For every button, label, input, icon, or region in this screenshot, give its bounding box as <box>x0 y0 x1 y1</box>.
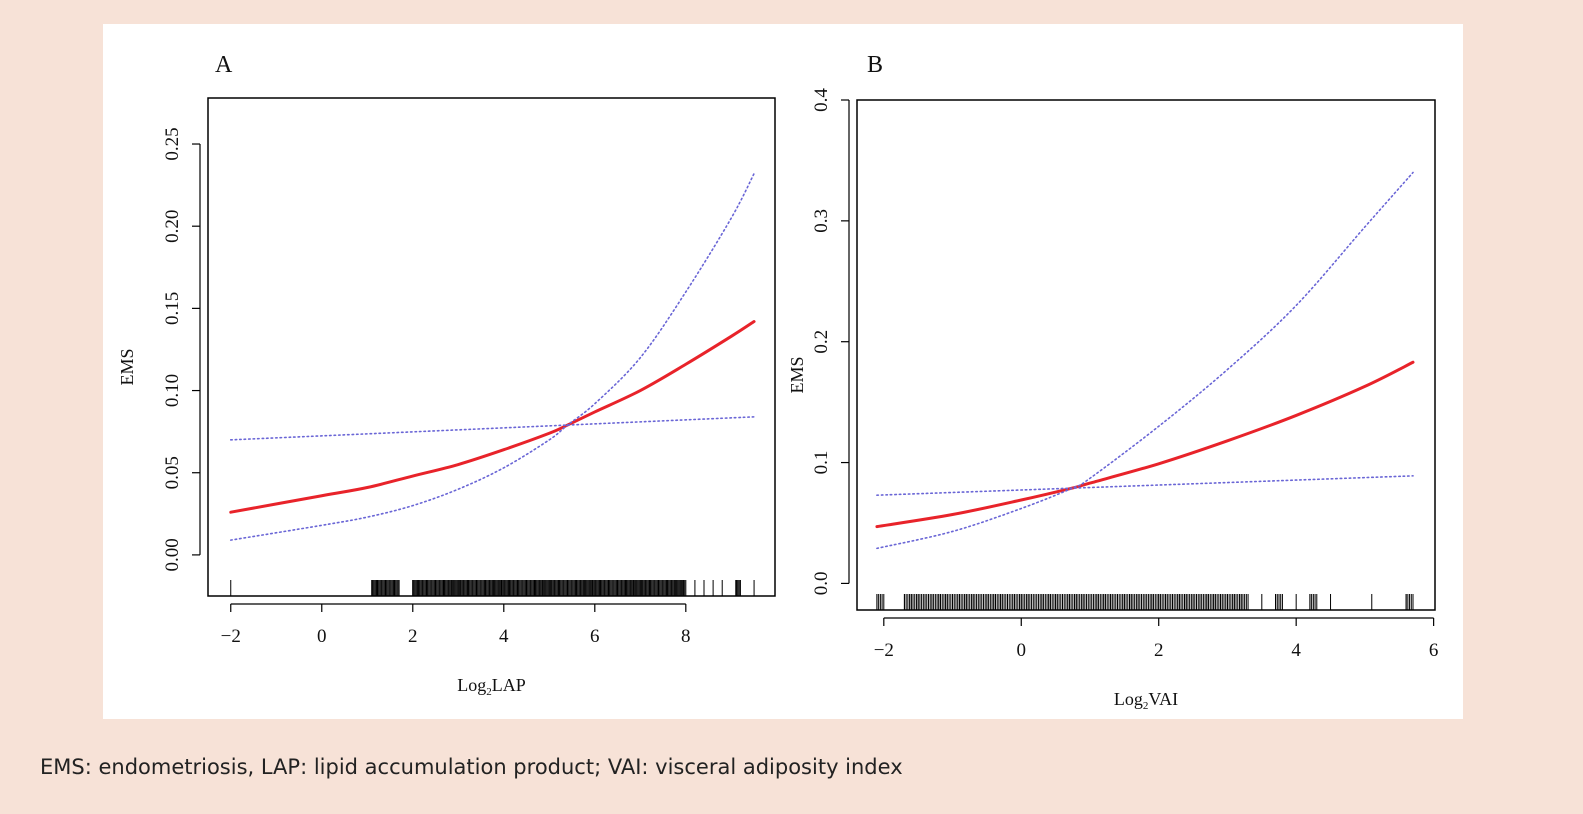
plot-frame <box>856 99 1436 611</box>
y-tick-label: 0.25 <box>162 127 183 160</box>
confidence-bound-1 <box>229 172 755 541</box>
x-tick-label: 4 <box>1291 640 1301 661</box>
figure-caption: EMS: endometriosis, LAP: lipid accumulat… <box>40 755 903 779</box>
x-tick-label: 2 <box>1154 640 1164 661</box>
x-tick-label: 2 <box>408 626 418 647</box>
x-tick-label: 0 <box>1017 640 1027 661</box>
fitted-curve <box>229 320 756 514</box>
panel-label: B <box>867 52 883 78</box>
confidence-bound-2 <box>229 416 755 441</box>
y-tick-label: 0.00 <box>162 538 183 571</box>
confidence-bound-2 <box>876 475 1414 496</box>
figure-svg: A−2 0 2 4 6 80.000.050.100.150.200.25Log2LAPE… <box>117 52 1438 712</box>
y-tick-label: 0.1 <box>811 451 832 475</box>
x-tick-label: 4 <box>499 626 509 647</box>
x-axis-label: Log2LAP <box>457 675 526 698</box>
x-tick-label: −2 <box>221 626 241 647</box>
plot-frame <box>207 97 776 597</box>
fitted-curve <box>875 360 1415 529</box>
y-tick-label: 0.10 <box>162 374 183 407</box>
chart-panel-a: A −2 0 2 4 6 8 0.00 0.05 0.10 0.15 0.20 0.25 Log2LAP E… <box>117 52 776 698</box>
y-tick-label: 0.2 <box>811 330 832 354</box>
x-tick-label: 8 <box>681 626 691 647</box>
x-tick-label: 6 <box>1429 640 1439 661</box>
y-tick-label: 0.4 <box>811 88 832 112</box>
x-axis-label: Log2VAI <box>1114 689 1178 712</box>
chart-panel-b: B −2 0 2 4 6 0.0 0.1 0.2 0.3 0.4 Log2VAI EMS <box>787 52 1438 712</box>
figure-panel: A −2 0 2 4 6 8 0.00 0.05 0.10 0.15 0.20 0.25 Log2LAP E… <box>103 24 1463 719</box>
y-tick-label: 0.15 <box>162 292 183 325</box>
y-tick-label: 0.0 <box>811 572 832 596</box>
confidence-bound-1 <box>876 171 1414 550</box>
panel-label: A <box>215 52 233 78</box>
x-tick-label: 0 <box>317 626 327 647</box>
y-tick-label: 0.20 <box>162 210 183 243</box>
y-tick-label: 0.05 <box>162 456 183 489</box>
y-tick-label: 0.3 <box>811 209 832 233</box>
x-tick-label: −2 <box>874 640 894 661</box>
y-axis-label: EMS <box>787 356 807 393</box>
x-tick-label: 6 <box>590 626 600 647</box>
y-axis-label: EMS <box>117 348 137 385</box>
